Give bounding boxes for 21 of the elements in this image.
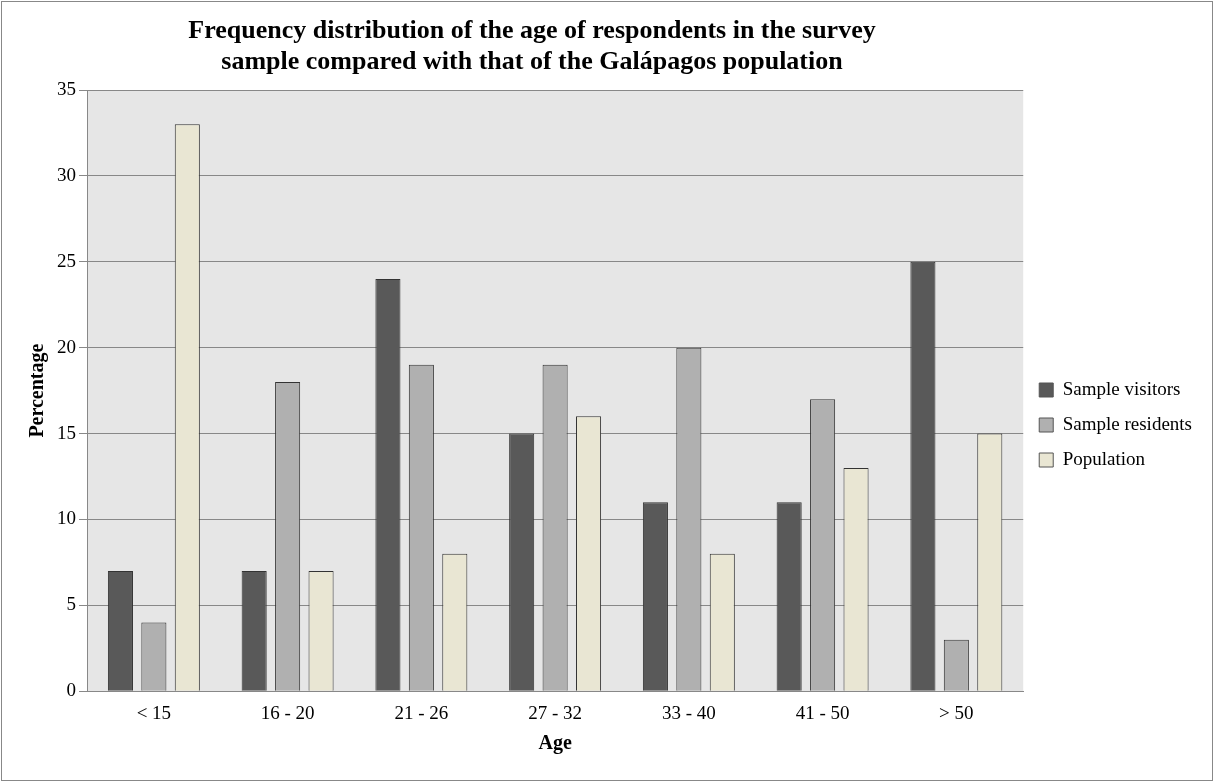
y-tick-label: 0 xyxy=(66,679,76,701)
x-tick-label: 27 - 32 xyxy=(528,701,583,723)
chart-title: Frequency distribution of the age of respondents in the survey sample compared with that of the Galápagos population xyxy=(187,14,877,76)
y-tick-label: 25 xyxy=(57,249,76,271)
legend-label: Population xyxy=(1062,447,1146,469)
y-tick-label: 10 xyxy=(57,507,76,529)
x-tick-label: 16 - 20 xyxy=(260,701,315,723)
x-tick-label: 41 - 50 xyxy=(795,701,850,723)
y-axis-title: Percentage xyxy=(25,343,49,438)
x-tick-label: > 50 xyxy=(939,701,974,723)
y-tick-label: 5 xyxy=(66,593,76,615)
x-tick-label: < 15 xyxy=(136,701,172,723)
x-tick-label: 21 - 26 xyxy=(394,701,449,723)
x-axis-title: Age xyxy=(538,731,572,755)
y-tick-label: 15 xyxy=(57,421,76,443)
y-tick-label: 30 xyxy=(57,163,76,185)
y-tick-label: 20 xyxy=(57,335,76,357)
y-tick-label: 35 xyxy=(57,77,76,99)
legend-label: Sample visitors xyxy=(1062,377,1181,399)
legend-label: Sample residents xyxy=(1062,412,1192,434)
x-tick-label: 33 - 40 xyxy=(661,701,716,723)
